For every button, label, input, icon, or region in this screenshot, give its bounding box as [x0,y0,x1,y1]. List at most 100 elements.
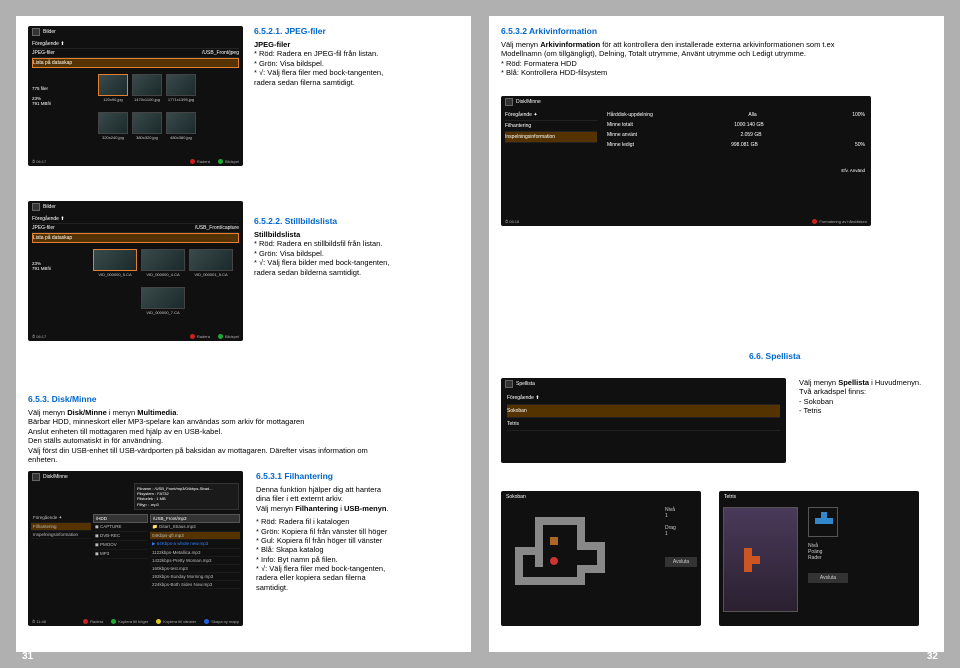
thumb-caption: 1771x1395.jpg [167,97,195,102]
clock-label: ⏱ 06:18 [505,219,519,224]
line: * Grön: Visa bildspel. [254,59,399,68]
row: Lista på dataskap [33,235,72,241]
menu-item[interactable]: Sokoban [507,405,780,418]
col-header: /USB_Front/mp3 [150,514,240,523]
prev-label: Föregående ⬆ [32,216,65,222]
f-red: Radera [197,334,210,339]
line: * √: Välj flera filer med bock-tangenten… [254,68,399,87]
pct: 50% [855,142,865,148]
thumbnail[interactable]: 380x320.jpg [132,112,162,134]
file-item[interactable]: ◼ DVB-REC [93,532,148,541]
icon-disk [505,98,513,106]
green-dot-icon [111,619,116,624]
yellow-dot-icon [156,619,161,624]
page-right: 6.5.3.2 Arkivinformation Välj menyn Arki… [489,16,944,652]
section-disk-text: 6.5.3. Disk/Minne Välj menyn Disk/Minne … [28,394,398,464]
line: - Sokoban [799,397,929,406]
line: * Info: Byt namn på filen. [256,555,391,564]
page-left: Bilder Föregående ⬆ JPEG-filer/USB_Front… [16,16,471,652]
value: 2.059 GB [740,132,761,138]
thumbnail[interactable]: VID_000000_4.CA [141,249,185,271]
file-item[interactable]: 160kbps-test.mp3 [150,565,240,573]
blue-dot-icon [204,619,209,624]
section-still-text: 6.5.2.2. Stillbildslista Stillbildslista… [254,216,399,277]
menu-item[interactable]: Tetris [507,418,780,431]
label: Hårddisk-uppdelning [607,112,653,118]
thumbnail[interactable]: 320x240.jpg [98,112,128,134]
thumb-caption: 1470x1100.jpg [133,97,161,102]
row-jpeg: JPEG-filer [32,50,55,56]
nav-item[interactable]: Föregående ✦ [31,514,91,523]
file-item[interactable]: ◼ PMOOV [93,541,148,550]
file-item[interactable]: ▶ 64Kbps-a whole new.mp3 [150,540,240,549]
piece [752,556,760,564]
value: Alla [748,112,756,118]
value: 1000:140 GB [734,122,763,128]
path-label: /USB_Front/jpeg [202,50,239,56]
line: * Grön: Kopiera fil från vänster till hö… [256,527,391,536]
nav-item[interactable]: Föregående ✦ [505,110,597,121]
row-list: Lista på dataskap [33,60,72,66]
section-filhantering: 6.5.3.1 Filhantering Denna funktion hjäl… [256,471,391,592]
thumb-caption: VID_000000_7.CA [142,310,184,315]
nav-item[interactable]: Filhantering [505,121,597,132]
line: Bärbar HDD, minneskort eller MP3-spelare… [28,417,398,426]
exit-button[interactable]: Avsluta [808,573,848,583]
screenshot-stillbild: Bilder Föregående ⬆ JPEG-filer/USB_Front… [28,201,243,341]
info-box: Filnamn : /USB_Front/mp3/04kbps-Strad...… [134,483,239,510]
thumbnail[interactable]: VID_000001_5.CA [189,249,233,271]
file-item[interactable]: ◼ MP3 [93,550,148,559]
thumbnail[interactable]: VID_000000_7.CA [141,287,185,309]
red-dot-icon [812,219,817,224]
nav-item[interactable]: Filhantering [31,523,91,531]
tetris-board [723,507,798,612]
prev-label: Föregående ⬆ [32,41,65,47]
title: Spellista [516,381,535,387]
line: Välj först din USB-enhet till USB-värdpo… [28,446,398,465]
line: * √: Välj flera bilder med bock-tangente… [254,258,399,277]
file-item[interactable]: 192kbps-Sunday Morning.mp3 [150,573,240,581]
file-item[interactable]: 1122kbps-Metallica.mp3 [150,549,240,557]
menu-item[interactable]: Föregående ⬆ [507,392,780,405]
file-item[interactable]: 04Kbps-qfr.mp3 [150,532,240,540]
side-value: 1 [665,531,697,537]
line: * Röd: Formatera HDD [501,59,871,68]
label: Minne totalt [607,122,633,128]
line: Den ställs automatiskt in för användning… [28,436,398,445]
clock-label: ⏱ 06:17 [32,159,46,164]
icon-monitor [32,203,40,211]
clock-label: ⏱ 06:17 [32,334,46,339]
row: JPEG-filer [32,225,55,231]
title: Sokoban [501,491,701,503]
screenshot-bilder-jpeg: Bilder Föregående ⬆ JPEG-filer/USB_Front… [28,26,243,166]
thumbnail[interactable]: 1470x1100.jpg [132,74,162,96]
page-number-left: 31 [22,651,33,662]
line: Anslut enheten till mottagaren med hjälp… [28,427,398,436]
title: Bilder [43,29,56,35]
heading: 6.5.3.2 Arkivinformation [501,26,871,36]
nav-item[interactable]: Inspelningsinformation [505,132,597,143]
thumbnail[interactable]: 480x380.jpg [166,112,196,134]
thumbnail[interactable]: 120x90.jpg [98,74,128,96]
f-green: Bildspel [225,159,239,164]
clock-label: ⏱ 11:48 [32,619,46,624]
nav-item[interactable]: Inspelningsinformation [31,531,91,539]
heading-spellista: 6.6. Spellista [749,351,801,361]
line: * Röd: Radera fil i katalogen [256,517,391,526]
file-item[interactable]: 📁 Gitarr_Straus.mp3 [150,523,240,532]
thumbnail[interactable]: VID_000000_5.CA [93,249,137,271]
thumb-caption: VID_000000_4.CA [142,272,184,277]
icon-disk [32,473,40,481]
red-dot-icon [190,159,195,164]
file-item[interactable]: 1432kbps-Pretty Woman.mp3 [150,557,240,565]
thumbnail[interactable]: 1771x1395.jpg [166,74,196,96]
exit-button[interactable]: Avsluta [665,557,697,567]
title: Disk/Minne [43,474,68,480]
file-item[interactable]: 224kbps-Both Sides Now.mp3 [150,581,240,589]
file-item[interactable]: ◼ CAPTURE [93,523,148,532]
screenshot-sokoban: Sokoban [501,491,701,626]
wall [577,565,585,585]
screenshot-disk-minne: Disk/Minne Filnamn : /USB_Front/mp3/04kb… [28,471,243,626]
label: Minne ledigt [607,142,634,148]
icon-game [505,380,513,388]
